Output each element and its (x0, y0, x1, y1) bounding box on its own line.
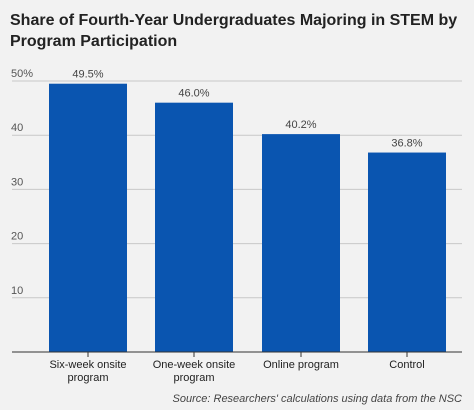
y-tick-label: 20 (11, 231, 23, 243)
bar-value-label: 49.5% (72, 69, 103, 81)
bar (155, 102, 233, 353)
bar-value-label: 36.8% (391, 138, 422, 150)
x-tick-label: Control (389, 359, 424, 371)
x-tick-label: Six-week onsite (49, 359, 126, 371)
x-tick-label: program (68, 372, 109, 384)
chart-title: Share of Fourth-Year Undergraduates Majo… (10, 12, 458, 50)
x-tick-label: Online program (263, 359, 339, 371)
y-tick-label: 10 (11, 285, 23, 297)
y-tick-label: 30 (11, 176, 23, 188)
source-note: Source: Researchers' calculations using … (172, 393, 462, 405)
bar (262, 134, 340, 352)
bar (368, 152, 446, 352)
y-tick-label: 50% (11, 68, 33, 80)
x-tick-label: program (174, 372, 215, 384)
y-tick-label: 40 (11, 122, 23, 134)
bar (49, 83, 127, 353)
x-tick-label: One-week onsite (153, 359, 236, 371)
bar-value-label: 40.2% (285, 119, 316, 131)
bar-value-label: 46.0% (178, 88, 209, 100)
